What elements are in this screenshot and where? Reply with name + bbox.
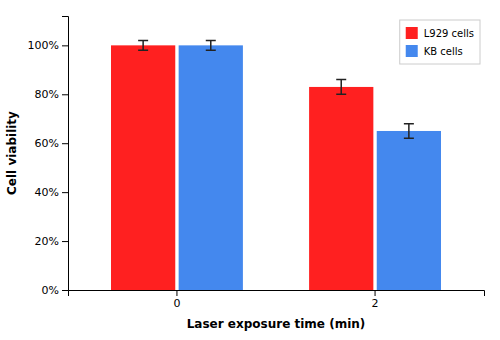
- chart: 0%20%40%60%80%100%02L929 cellsKB cellsLa…: [0, 0, 500, 340]
- bar: [111, 45, 175, 290]
- chart-container: 0%20%40%60%80%100%02L929 cellsKB cellsLa…: [0, 0, 500, 340]
- x-tick: 2: [372, 290, 379, 310]
- y-tick: 0%: [42, 284, 68, 297]
- x-tick: 0: [173, 290, 180, 310]
- legend-item: KB cells: [406, 45, 463, 57]
- y-axis: 0% 20% 40% 60% 80% 100%: [28, 17, 69, 298]
- legend-label: KB cells: [424, 46, 463, 57]
- y-tick-mark: [62, 45, 68, 46]
- y-tick: 100%: [28, 39, 68, 52]
- error-bar: [206, 40, 216, 50]
- y-axis-line: [62, 17, 69, 291]
- bar: [179, 45, 243, 290]
- y-tick: 60%: [35, 137, 68, 150]
- bar: [377, 131, 441, 290]
- x-tick-label: 0: [173, 297, 180, 310]
- marks: [111, 40, 441, 290]
- y-tick: 80%: [35, 88, 68, 101]
- y-tick-label: 100%: [28, 39, 59, 52]
- y-tick-label: 0%: [42, 284, 59, 297]
- bar-series: [111, 40, 373, 290]
- y-tick-mark: [62, 290, 68, 291]
- bar-series: [179, 40, 441, 290]
- y-tick-mark: [62, 94, 68, 95]
- plot: 0%20%40%60%80%100%02L929 cellsKB cells: [28, 17, 485, 310]
- y-tick-label: 20%: [35, 235, 59, 248]
- x-axis-line: [69, 291, 485, 297]
- y-tick-label: 60%: [35, 137, 59, 150]
- y-tick: 40%: [35, 186, 68, 199]
- bar: [309, 87, 373, 290]
- x-axis-title: Laser exposure time (min): [187, 317, 366, 331]
- y-tick-label: 40%: [35, 186, 59, 199]
- error-bar: [404, 124, 414, 139]
- y-tick-mark: [62, 143, 68, 144]
- legend: L929 cells KB cells: [400, 20, 480, 64]
- x-tick-mark: [375, 290, 376, 296]
- legend-label: L929 cells: [424, 28, 474, 39]
- y-tick-label: 80%: [35, 88, 59, 101]
- legend-swatch: [406, 45, 418, 57]
- error-bar: [138, 40, 148, 50]
- legend-swatch: [406, 27, 418, 39]
- y-tick-mark: [62, 192, 68, 193]
- y-tick: 20%: [35, 235, 68, 248]
- x-tick-mark: [176, 290, 177, 296]
- error-bar: [336, 80, 346, 95]
- x-axis: 02: [69, 290, 485, 310]
- x-tick-label: 2: [372, 297, 379, 310]
- y-tick-mark: [62, 241, 68, 242]
- legend-frame: [400, 20, 480, 64]
- legend-item: L929 cells: [406, 27, 474, 39]
- y-axis-title: Cell viability: [5, 111, 19, 195]
